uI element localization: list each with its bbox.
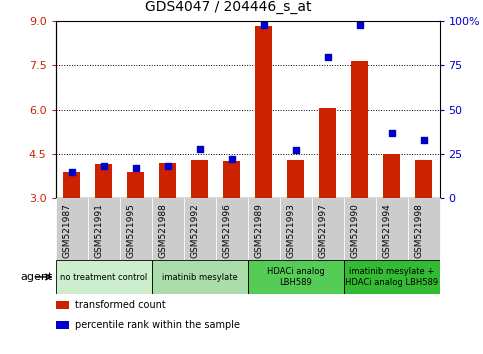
Text: GSM521997: GSM521997 (318, 203, 327, 258)
Text: GSM521998: GSM521998 (414, 203, 424, 258)
Point (260, 22, 268, 28)
Text: GSM521991: GSM521991 (95, 203, 103, 258)
Bar (56, 321, 69, 329)
Text: imatinib mesylate: imatinib mesylate (162, 273, 238, 281)
Text: GSM521993: GSM521993 (286, 203, 296, 258)
Text: GSM521990: GSM521990 (351, 203, 359, 258)
Text: percentile rank within the sample: percentile rank within the sample (75, 320, 240, 330)
Bar (63, 172, 80, 198)
Bar (152, 198, 184, 260)
Bar (248, 198, 280, 260)
Bar (95, 164, 113, 198)
Text: GDS4047 / 204446_s_at: GDS4047 / 204446_s_at (145, 0, 312, 14)
Bar (343, 260, 440, 294)
Bar (152, 260, 248, 294)
Text: GSM521987: GSM521987 (62, 203, 71, 258)
Text: no treatment control: no treatment control (60, 273, 147, 281)
Bar (408, 198, 440, 260)
Bar (351, 61, 369, 198)
Text: GSM521992: GSM521992 (190, 203, 199, 258)
Bar (280, 198, 312, 260)
Bar (56, 198, 87, 260)
Bar (159, 163, 176, 198)
Text: GSM521988: GSM521988 (158, 203, 168, 258)
Point (164, 164, 171, 169)
Point (99, 164, 107, 169)
Text: agent: agent (21, 272, 53, 282)
Point (355, 22, 363, 28)
Text: GSM521995: GSM521995 (127, 203, 136, 258)
Bar (312, 198, 343, 260)
Point (292, 148, 299, 153)
Point (132, 165, 140, 171)
Bar (343, 198, 376, 260)
Point (388, 130, 396, 136)
Bar (127, 172, 144, 198)
Bar (87, 198, 120, 260)
Bar (56, 301, 69, 309)
Bar (248, 260, 343, 294)
Bar (56, 260, 152, 294)
Bar (383, 154, 400, 198)
Text: HDACi analog
LBH589: HDACi analog LBH589 (267, 267, 325, 287)
Point (420, 137, 427, 143)
Text: GSM521989: GSM521989 (255, 203, 264, 258)
Bar (184, 198, 215, 260)
Bar (223, 161, 241, 198)
Bar (319, 108, 336, 198)
Text: GSM521994: GSM521994 (383, 203, 392, 258)
Bar (376, 198, 408, 260)
Point (196, 146, 203, 152)
Point (68, 169, 75, 175)
Point (227, 156, 235, 162)
Text: imatinib mesylate +
HDACi analog LBH589: imatinib mesylate + HDACi analog LBH589 (345, 267, 438, 287)
Text: transformed count: transformed count (75, 300, 166, 310)
Bar (287, 160, 304, 198)
Bar (255, 26, 272, 198)
Bar (191, 160, 208, 198)
Text: GSM521996: GSM521996 (223, 203, 231, 258)
Bar (120, 198, 152, 260)
Bar (215, 198, 248, 260)
Point (324, 54, 331, 59)
Bar (415, 160, 432, 198)
